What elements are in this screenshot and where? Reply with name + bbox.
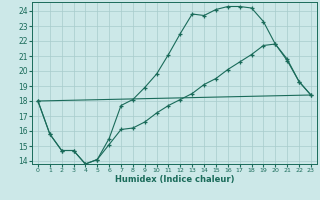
- X-axis label: Humidex (Indice chaleur): Humidex (Indice chaleur): [115, 175, 234, 184]
